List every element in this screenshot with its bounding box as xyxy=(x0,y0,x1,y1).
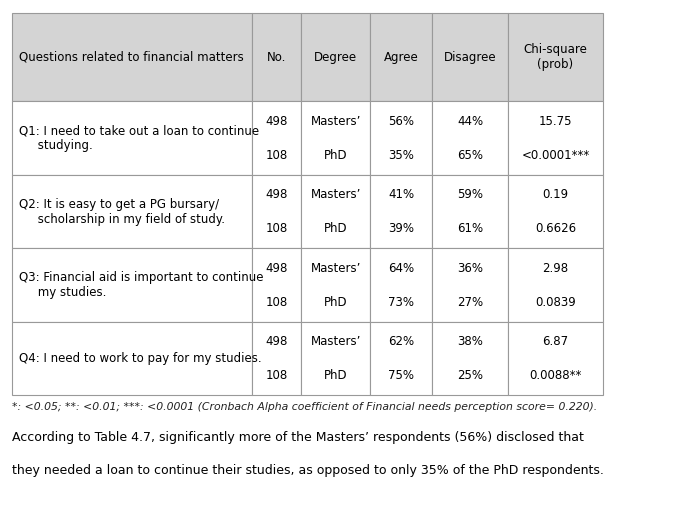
Text: According to Table 4.7, significantly more of the Masters’ respondents (56%) dis: According to Table 4.7, significantly mo… xyxy=(12,431,584,444)
Text: Disagree: Disagree xyxy=(444,51,496,63)
Bar xyxy=(370,13,432,101)
Text: 498: 498 xyxy=(266,115,287,128)
Text: PhD: PhD xyxy=(323,369,347,382)
Text: Degree: Degree xyxy=(314,51,357,63)
Text: 108: 108 xyxy=(266,222,287,235)
Bar xyxy=(252,175,301,248)
Bar xyxy=(12,248,252,322)
Text: 15.75: 15.75 xyxy=(539,115,572,128)
Text: Chi-square
(prob): Chi-square (prob) xyxy=(524,43,588,71)
Bar xyxy=(370,248,432,322)
Text: 61%: 61% xyxy=(457,222,484,235)
Text: *: <0.05; **: <0.01; ***: <0.0001 (Cronbach Alpha coefficient of Financial needs: *: <0.05; **: <0.01; ***: <0.0001 (Cronb… xyxy=(12,402,597,412)
Text: Q3: Financial aid is important to continue
     my studies.: Q3: Financial aid is important to contin… xyxy=(19,271,264,299)
Bar xyxy=(12,101,252,175)
Bar xyxy=(508,175,603,248)
Text: 36%: 36% xyxy=(457,262,483,275)
Text: 6.87: 6.87 xyxy=(543,335,569,348)
Text: Agree: Agree xyxy=(384,51,419,63)
Text: PhD: PhD xyxy=(323,149,347,162)
Text: 2.98: 2.98 xyxy=(543,262,569,275)
Text: 62%: 62% xyxy=(388,335,414,348)
Text: 27%: 27% xyxy=(457,296,484,309)
Bar xyxy=(252,101,301,175)
Text: PhD: PhD xyxy=(323,222,347,235)
Bar xyxy=(508,13,603,101)
Text: 0.6626: 0.6626 xyxy=(535,222,576,235)
Text: 75%: 75% xyxy=(388,369,414,382)
Bar xyxy=(252,13,301,101)
Text: 25%: 25% xyxy=(457,369,483,382)
Text: 108: 108 xyxy=(266,296,287,309)
Bar xyxy=(370,322,432,395)
Text: Masters’: Masters’ xyxy=(311,188,361,201)
Text: 498: 498 xyxy=(266,335,287,348)
Bar xyxy=(432,175,508,248)
Bar xyxy=(252,248,301,322)
Text: 0.19: 0.19 xyxy=(543,188,569,201)
Text: 65%: 65% xyxy=(457,149,483,162)
Text: Q4: I need to work to pay for my studies.: Q4: I need to work to pay for my studies… xyxy=(19,352,262,365)
Bar xyxy=(252,322,301,395)
Bar xyxy=(508,248,603,322)
Bar xyxy=(432,248,508,322)
Text: 0.0839: 0.0839 xyxy=(535,296,576,309)
Text: <0.0001***: <0.0001*** xyxy=(522,149,590,162)
Text: Masters’: Masters’ xyxy=(311,335,361,348)
Text: 59%: 59% xyxy=(457,188,483,201)
Bar xyxy=(432,13,508,101)
Bar xyxy=(301,248,370,322)
Bar xyxy=(12,175,252,248)
Bar xyxy=(12,322,252,395)
Text: 498: 498 xyxy=(266,188,287,201)
Text: PhD: PhD xyxy=(323,296,347,309)
Bar xyxy=(432,322,508,395)
Bar xyxy=(508,101,603,175)
Text: Masters’: Masters’ xyxy=(311,115,361,128)
Bar xyxy=(370,101,432,175)
Bar xyxy=(12,13,252,101)
Text: 108: 108 xyxy=(266,149,287,162)
Bar xyxy=(301,175,370,248)
Text: 64%: 64% xyxy=(388,262,414,275)
Bar xyxy=(301,322,370,395)
Bar xyxy=(301,13,370,101)
Text: Masters’: Masters’ xyxy=(311,262,361,275)
Bar xyxy=(432,101,508,175)
Text: 44%: 44% xyxy=(457,115,484,128)
Text: 498: 498 xyxy=(266,262,287,275)
Bar xyxy=(301,101,370,175)
Text: Q1: I need to take out a loan to continue
     studying.: Q1: I need to take out a loan to continu… xyxy=(19,124,259,152)
Text: Questions related to financial matters: Questions related to financial matters xyxy=(19,51,244,63)
Text: 38%: 38% xyxy=(457,335,483,348)
Text: 73%: 73% xyxy=(388,296,414,309)
Bar xyxy=(508,322,603,395)
Text: 39%: 39% xyxy=(388,222,414,235)
Text: they needed a loan to continue their studies, as opposed to only 35% of the PhD : they needed a loan to continue their stu… xyxy=(12,464,604,477)
Text: 35%: 35% xyxy=(388,149,414,162)
Text: 56%: 56% xyxy=(388,115,414,128)
Text: 108: 108 xyxy=(266,369,287,382)
Text: No.: No. xyxy=(267,51,286,63)
Text: Q2: It is easy to get a PG bursary/
     scholarship in my field of study.: Q2: It is easy to get a PG bursary/ scho… xyxy=(19,198,225,226)
Text: 41%: 41% xyxy=(388,188,414,201)
Bar xyxy=(370,175,432,248)
Text: 0.0088**: 0.0088** xyxy=(529,369,582,382)
